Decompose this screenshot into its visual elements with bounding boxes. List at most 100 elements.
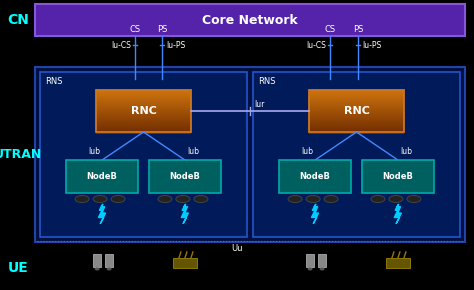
Bar xyxy=(96,115,191,117)
Bar xyxy=(309,119,404,121)
Ellipse shape xyxy=(288,195,302,202)
Bar xyxy=(96,129,191,130)
Polygon shape xyxy=(394,204,401,224)
Ellipse shape xyxy=(93,195,107,202)
Polygon shape xyxy=(181,204,188,224)
Ellipse shape xyxy=(75,195,89,202)
Bar xyxy=(96,128,191,130)
Bar xyxy=(309,123,404,124)
Ellipse shape xyxy=(324,195,338,202)
Bar xyxy=(96,126,191,128)
Ellipse shape xyxy=(107,267,111,271)
Text: Iub: Iub xyxy=(88,148,100,157)
Text: Iub: Iub xyxy=(301,148,313,157)
Text: Uu: Uu xyxy=(231,244,243,253)
Bar xyxy=(96,122,191,124)
Bar xyxy=(96,110,191,111)
Ellipse shape xyxy=(111,195,125,202)
Bar xyxy=(309,109,404,110)
Bar xyxy=(309,132,404,133)
Bar xyxy=(66,160,138,193)
Bar xyxy=(96,95,191,97)
Bar xyxy=(309,101,404,102)
Bar xyxy=(309,92,404,93)
Bar xyxy=(309,124,404,126)
Bar xyxy=(309,128,404,130)
Polygon shape xyxy=(99,204,106,224)
Ellipse shape xyxy=(95,267,100,271)
Text: Iub: Iub xyxy=(400,148,412,157)
Bar xyxy=(96,94,191,95)
Bar xyxy=(309,110,404,111)
Bar xyxy=(96,97,191,99)
Bar xyxy=(309,120,404,122)
Bar xyxy=(96,127,191,128)
Bar xyxy=(173,258,197,268)
Bar xyxy=(96,96,191,97)
Bar xyxy=(96,112,191,113)
Bar xyxy=(309,105,404,106)
Bar xyxy=(309,130,404,131)
Text: Core Network: Core Network xyxy=(202,14,298,26)
Text: RNS: RNS xyxy=(45,77,63,86)
Text: RNC: RNC xyxy=(130,106,156,116)
Bar xyxy=(309,99,404,101)
Text: Iu-PS: Iu-PS xyxy=(362,41,381,50)
Bar xyxy=(309,108,404,110)
Bar xyxy=(40,72,247,237)
Bar xyxy=(309,122,404,124)
Bar xyxy=(96,132,191,133)
Bar xyxy=(96,119,191,121)
Bar xyxy=(96,111,191,113)
Bar xyxy=(309,100,404,102)
Bar xyxy=(309,125,404,126)
Bar xyxy=(309,90,404,92)
Bar xyxy=(253,72,460,237)
Text: Iub: Iub xyxy=(187,148,199,157)
Bar xyxy=(309,102,404,104)
Bar xyxy=(309,115,404,117)
Text: CN: CN xyxy=(7,13,29,27)
Ellipse shape xyxy=(389,195,403,202)
Text: Iu-CS: Iu-CS xyxy=(306,41,326,50)
Text: Iur: Iur xyxy=(254,100,264,109)
Ellipse shape xyxy=(407,195,421,202)
Text: RNS: RNS xyxy=(258,77,275,86)
Bar xyxy=(309,97,404,99)
Text: Iu-PS: Iu-PS xyxy=(166,41,185,50)
Bar xyxy=(309,90,404,132)
Bar xyxy=(309,114,404,115)
Text: NodeB: NodeB xyxy=(300,172,330,181)
Bar xyxy=(279,160,351,193)
Bar xyxy=(309,94,404,95)
Bar xyxy=(96,123,191,124)
Bar xyxy=(309,107,404,108)
Bar xyxy=(96,99,191,101)
Text: CS: CS xyxy=(324,26,336,35)
Bar xyxy=(96,114,191,115)
Bar xyxy=(96,118,191,119)
Bar xyxy=(309,96,404,97)
Bar xyxy=(96,102,191,104)
Bar xyxy=(35,67,465,242)
Text: NodeB: NodeB xyxy=(170,172,201,181)
Bar xyxy=(96,124,191,126)
Bar xyxy=(386,258,410,268)
Bar xyxy=(96,113,191,115)
Bar xyxy=(309,127,404,128)
Bar xyxy=(35,4,465,36)
Ellipse shape xyxy=(319,267,325,271)
Bar xyxy=(96,92,191,93)
Bar xyxy=(96,105,191,106)
Bar xyxy=(96,109,191,110)
Bar xyxy=(96,103,191,104)
Text: UE: UE xyxy=(8,261,28,275)
Bar xyxy=(309,103,404,104)
Polygon shape xyxy=(311,204,319,224)
Bar xyxy=(96,101,191,102)
Bar xyxy=(309,104,404,106)
Ellipse shape xyxy=(176,195,190,202)
Bar xyxy=(309,121,404,122)
Bar xyxy=(309,93,404,95)
Ellipse shape xyxy=(194,195,208,202)
